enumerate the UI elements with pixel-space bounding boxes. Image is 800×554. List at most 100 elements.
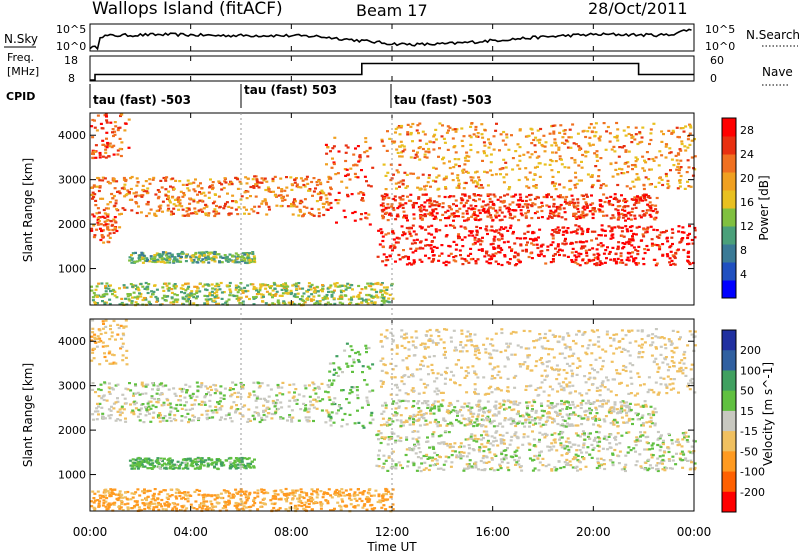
heatmap-cell	[623, 209, 627, 212]
heatmap-cell	[152, 290, 156, 293]
heatmap-cell	[581, 212, 585, 215]
heatmap-cell	[457, 158, 461, 161]
heatmap-cell	[558, 253, 561, 257]
heatmap-cell	[417, 447, 421, 450]
heatmap-cell	[447, 431, 451, 434]
heatmap-cell	[281, 292, 285, 295]
heatmap-cell	[535, 156, 539, 159]
heatmap-cell	[684, 435, 688, 438]
heatmap-cell	[184, 383, 188, 386]
heatmap-cell	[520, 469, 524, 472]
heatmap-cell	[471, 234, 475, 237]
heatmap-cell	[194, 251, 198, 255]
heatmap-cell	[174, 463, 178, 466]
heatmap-cell	[509, 439, 513, 442]
heatmap-cell	[434, 208, 438, 211]
heatmap-cell	[145, 460, 149, 463]
heatmap-cell	[140, 463, 144, 466]
heatmap-cell	[431, 214, 435, 217]
heatmap-cell	[363, 379, 367, 382]
heatmap-cell	[96, 176, 100, 180]
heatmap-cell	[106, 213, 110, 216]
heatmap-cell	[147, 461, 151, 464]
heatmap-cell	[667, 458, 671, 461]
heatmap-cell	[583, 414, 587, 417]
heatmap-cell	[271, 177, 275, 180]
heatmap-cell	[634, 201, 638, 205]
heatmap-cell	[645, 151, 649, 154]
heatmap-cell	[424, 238, 428, 241]
heatmap-cell	[405, 237, 409, 240]
heatmap-cell	[142, 421, 146, 424]
heatmap-cell	[682, 248, 686, 252]
heatmap-cell	[411, 430, 415, 433]
heatmap-cell	[215, 210, 218, 213]
heatmap-cell	[581, 446, 585, 449]
heatmap-cell	[108, 145, 112, 148]
heatmap-cell	[435, 212, 439, 215]
heatmap-cell	[365, 298, 368, 301]
heatmap-cell	[503, 205, 507, 208]
heatmap-cell	[292, 295, 296, 298]
heatmap-cell	[148, 412, 151, 415]
heatmap-cell	[503, 254, 507, 257]
heatmap-cell	[658, 246, 662, 249]
heatmap-cell	[146, 402, 150, 405]
heatmap-cell	[574, 176, 578, 179]
heatmap-cell	[173, 283, 177, 286]
heatmap-cell	[124, 402, 128, 405]
heatmap-cell	[421, 193, 425, 196]
heatmap-cell	[520, 214, 524, 217]
heatmap-cell	[558, 208, 562, 211]
heatmap-cell	[623, 242, 627, 245]
heatmap-cell	[286, 419, 289, 422]
heatmap-cell	[164, 178, 167, 181]
heatmap-cell	[482, 437, 485, 440]
heatmap-cell	[559, 203, 563, 207]
heatmap-cell	[177, 467, 181, 470]
heatmap-cell	[634, 444, 638, 447]
heatmap-cell	[99, 383, 103, 386]
heatmap-cell	[687, 166, 691, 169]
heatmap-cell	[328, 362, 332, 365]
heatmap-cell	[476, 183, 480, 186]
heatmap-cell	[230, 393, 234, 396]
heatmap-cell	[437, 421, 440, 424]
heatmap-cell	[391, 420, 395, 423]
heatmap-cell	[263, 198, 267, 201]
heatmap-cell	[569, 445, 573, 449]
heatmap-cell	[167, 282, 171, 285]
heatmap-cell	[394, 407, 398, 410]
heatmap-cell	[205, 418, 209, 421]
heatmap-cell	[188, 202, 192, 205]
heatmap-cell	[180, 415, 184, 418]
heatmap-cell	[381, 467, 385, 470]
noise-panel: 10^5 10^0 10^5 10^0	[56, 23, 735, 53]
heatmap-cell	[561, 136, 565, 139]
heatmap-cell	[437, 259, 441, 262]
heatmap-cell	[385, 286, 389, 289]
heatmap-cell	[612, 259, 616, 262]
heatmap-cell	[426, 181, 430, 184]
heatmap-cell	[549, 215, 553, 218]
heatmap-cell	[514, 150, 518, 153]
heatmap-cell	[321, 284, 324, 287]
heatmap-cell	[333, 368, 336, 371]
heatmap-cell	[331, 157, 334, 160]
heatmap-cell	[160, 392, 164, 395]
heatmap-cell	[215, 389, 219, 392]
heatmap-cell	[654, 156, 658, 159]
heatmap-cell	[191, 261, 195, 264]
heatmap-cell	[554, 151, 558, 154]
heatmap-cell	[357, 421, 361, 424]
heatmap-cell	[634, 160, 638, 163]
heatmap-cell	[206, 295, 210, 298]
heatmap-cell	[149, 303, 153, 306]
heatmap-cell	[489, 243, 493, 246]
heatmap-cell	[518, 199, 522, 202]
heatmap-cell	[486, 208, 490, 211]
heatmap-cell	[657, 244, 661, 247]
heatmap-cell	[593, 207, 596, 210]
heatmap-cell	[598, 263, 602, 266]
heatmap-cell	[467, 261, 471, 264]
